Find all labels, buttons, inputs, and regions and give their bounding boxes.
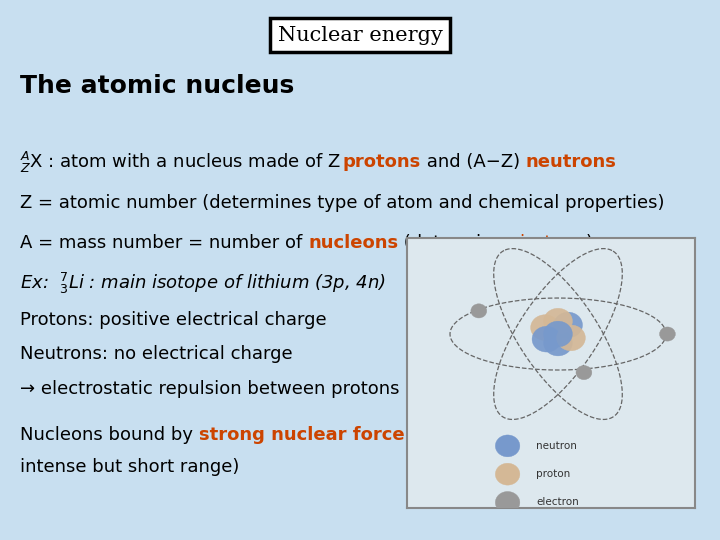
Text: A = mass number = number of: A = mass number = number of — [20, 234, 308, 252]
Circle shape — [544, 330, 572, 356]
Text: Protons: positive electrical charge: Protons: positive electrical charge — [20, 310, 327, 329]
Circle shape — [576, 366, 592, 380]
Text: nucleons: nucleons — [308, 234, 398, 252]
Text: (very: (very — [405, 426, 457, 444]
Text: strong nuclear force: strong nuclear force — [199, 426, 405, 444]
Text: proton: proton — [536, 469, 571, 479]
Text: ): ) — [585, 234, 592, 252]
Circle shape — [531, 315, 559, 340]
Text: isotope: isotope — [519, 234, 585, 252]
Circle shape — [495, 463, 520, 485]
Circle shape — [544, 308, 572, 334]
Circle shape — [660, 327, 675, 341]
Text: and (A−Z): and (A−Z) — [420, 153, 526, 171]
Circle shape — [544, 321, 572, 347]
Circle shape — [554, 312, 582, 338]
Circle shape — [557, 325, 585, 351]
Text: Ex:  $^7_3$Li : main isotope of lithium (3p, 4n): Ex: $^7_3$Li : main isotope of lithium (… — [20, 271, 386, 296]
Text: intense but short range): intense but short range) — [20, 458, 240, 476]
Circle shape — [495, 491, 520, 514]
Text: neutrons: neutrons — [526, 153, 616, 171]
Circle shape — [532, 326, 561, 352]
Text: electron: electron — [536, 497, 579, 508]
Text: Nuclear energy: Nuclear energy — [278, 25, 442, 45]
Text: → electrostatic repulsion between protons: → electrostatic repulsion between proton… — [20, 380, 400, 398]
Text: protons: protons — [342, 153, 420, 171]
Text: Z = atomic number (determines type of atom and chemical properties): Z = atomic number (determines type of at… — [20, 193, 665, 212]
Text: The atomic nucleus: The atomic nucleus — [20, 75, 294, 98]
Text: neutron: neutron — [536, 441, 577, 451]
Circle shape — [471, 304, 487, 318]
Text: Neutrons: no electrical charge: Neutrons: no electrical charge — [20, 345, 293, 363]
Circle shape — [495, 435, 520, 457]
Text: (determines: (determines — [398, 234, 519, 252]
Text: Nucleons bound by: Nucleons bound by — [20, 426, 199, 444]
Text: $^A_Z$X : atom with a nucleus made of Z: $^A_Z$X : atom with a nucleus made of Z — [20, 150, 342, 174]
